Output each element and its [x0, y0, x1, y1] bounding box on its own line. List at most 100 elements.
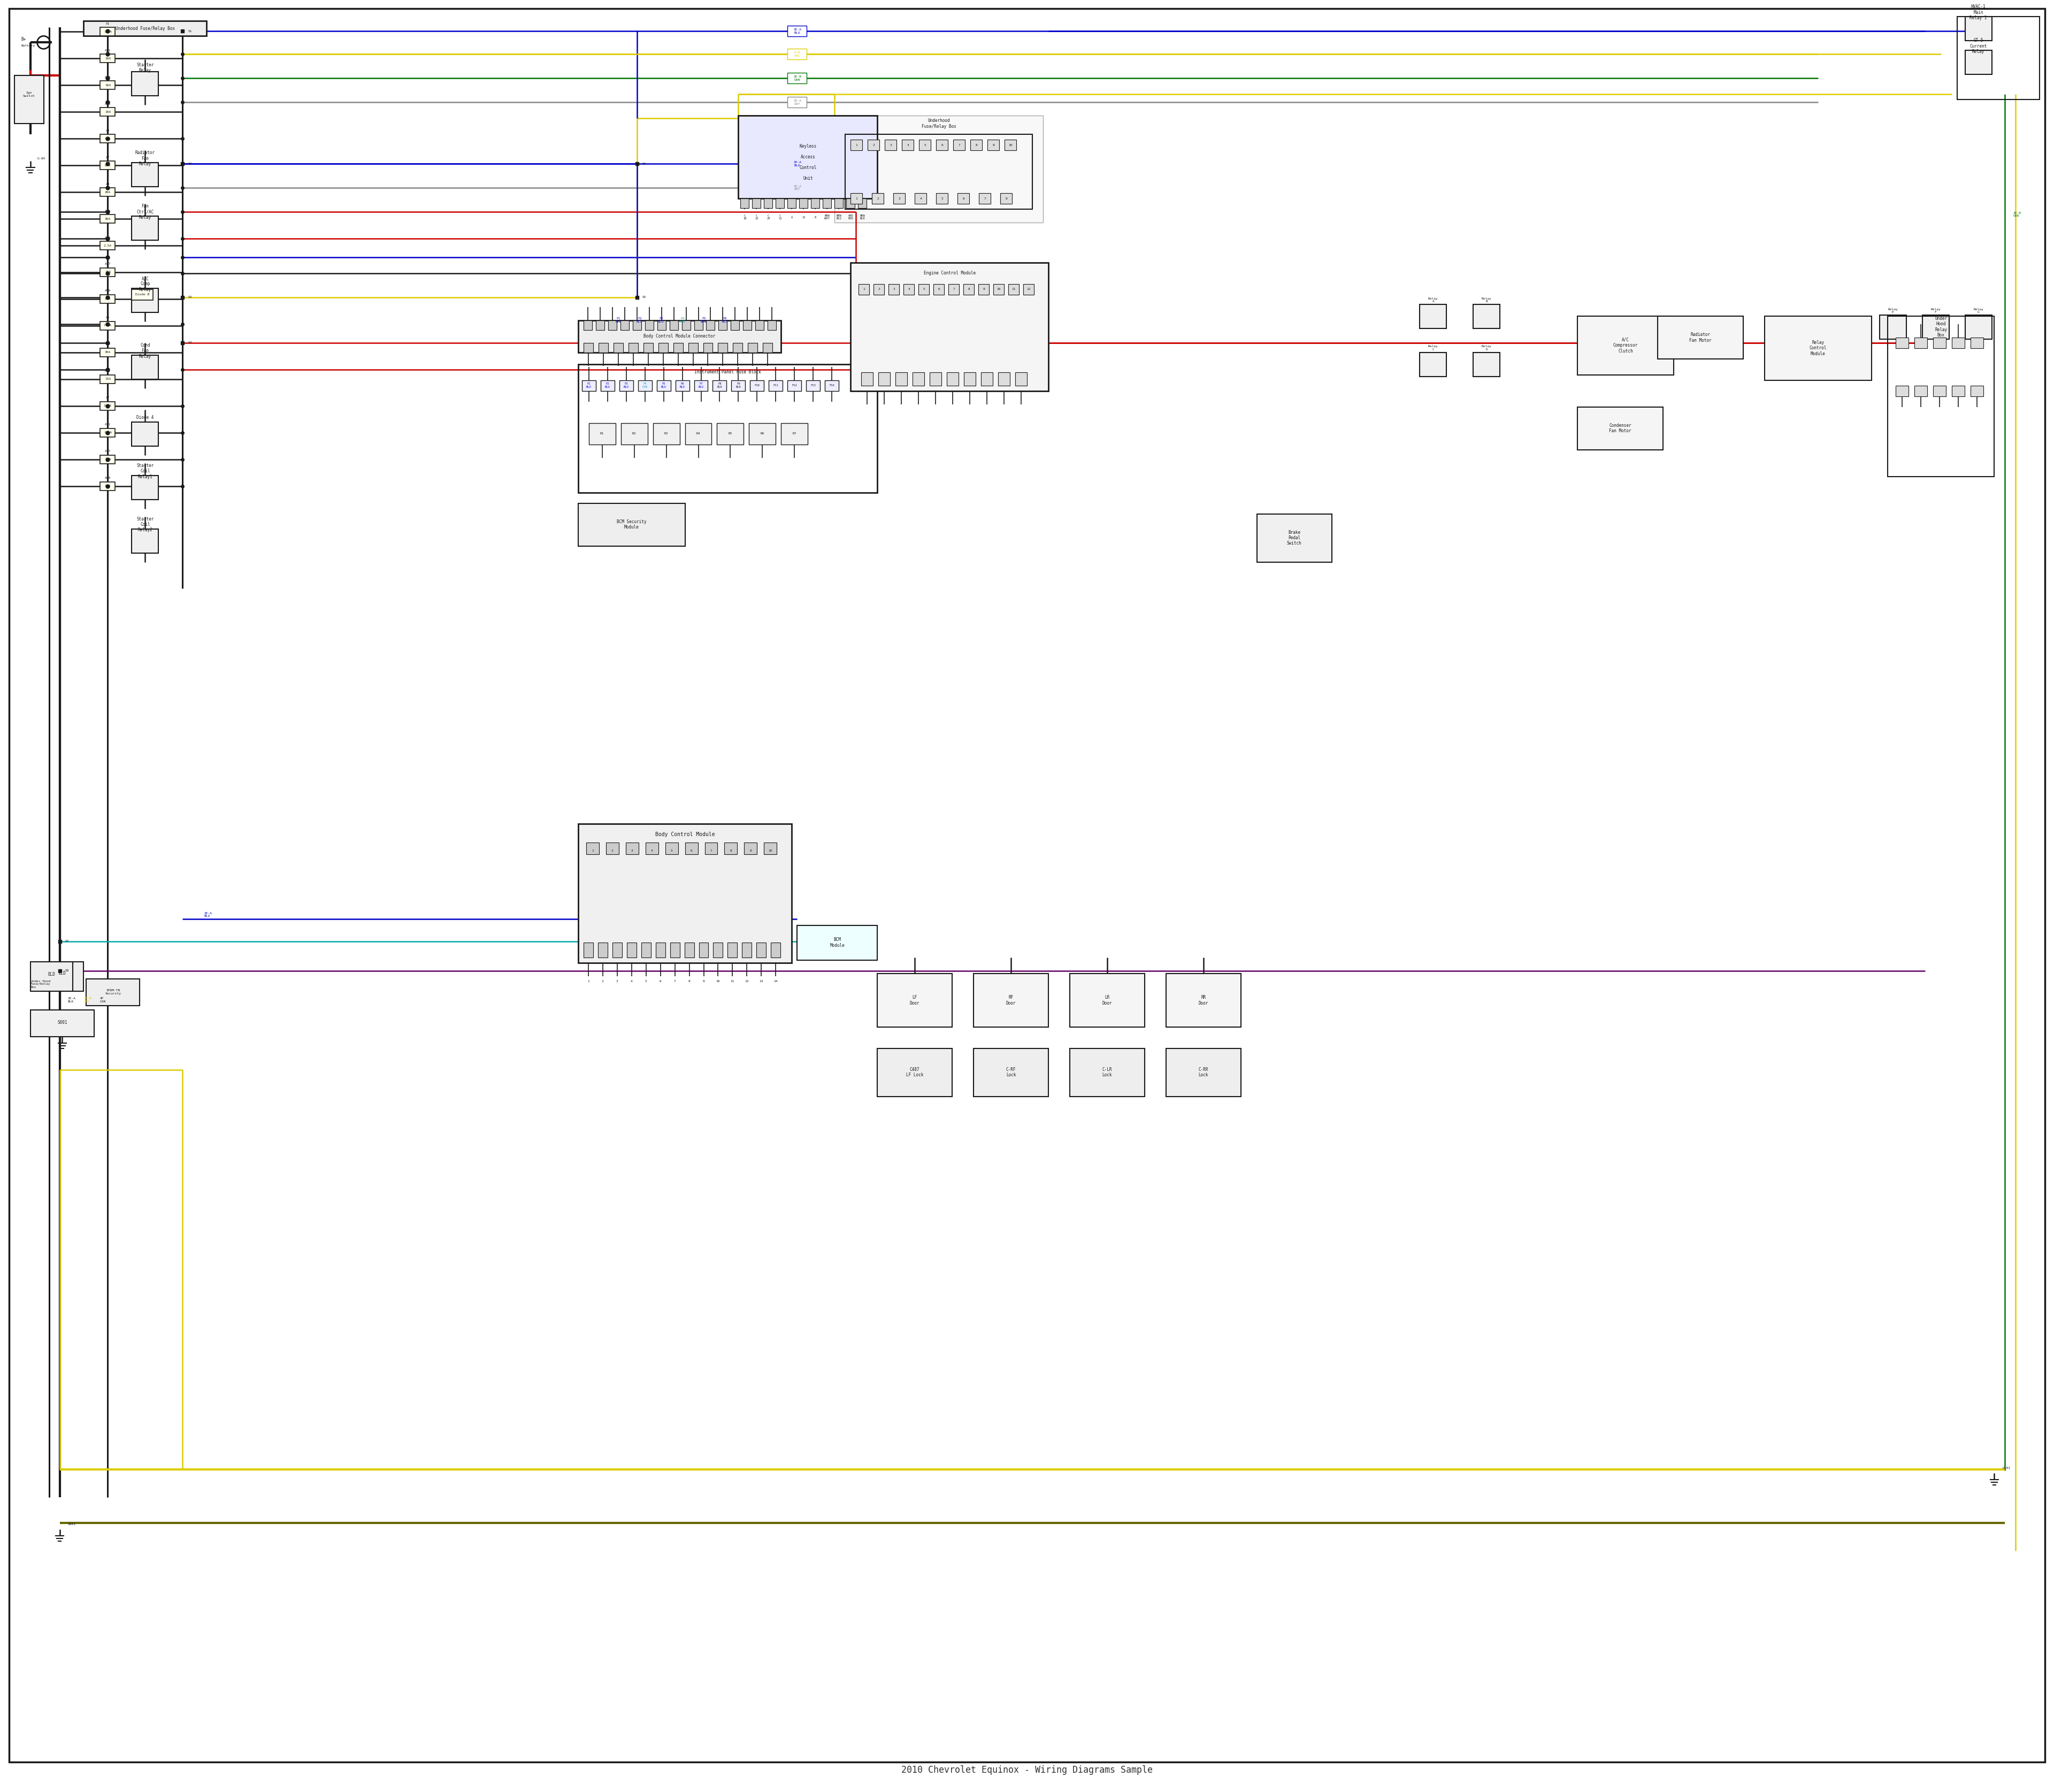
Text: S1: S1	[187, 30, 191, 32]
Bar	[101, 375, 115, 383]
Bar	[583, 943, 594, 957]
Text: Body Control Module Connector: Body Control Module Connector	[643, 333, 715, 339]
Text: 2.5A: 2.5A	[105, 244, 111, 247]
Bar	[748, 342, 758, 353]
Text: R7: R7	[793, 432, 797, 435]
Text: Body Control Module: Body Control Module	[655, 831, 715, 837]
Text: C-LR
Lock: C-LR Lock	[1103, 1068, 1111, 1077]
Bar	[859, 283, 869, 294]
Bar	[1257, 514, 1331, 563]
Bar	[918, 283, 928, 294]
Text: 7.5A: 7.5A	[105, 324, 111, 328]
Bar	[641, 943, 651, 957]
Text: R4: R4	[696, 432, 700, 435]
Bar	[846, 199, 854, 208]
Bar	[799, 199, 807, 208]
Bar	[1966, 16, 1992, 41]
Bar	[713, 380, 727, 391]
Text: Relay
Control
Module: Relay Control Module	[1810, 340, 1826, 357]
Bar	[727, 943, 737, 957]
Bar	[787, 48, 807, 59]
Bar	[787, 183, 807, 194]
Text: BRN
WHT: BRN WHT	[824, 215, 830, 220]
Bar	[719, 342, 727, 353]
Text: 120A: 120A	[105, 30, 111, 32]
Text: A49: A49	[105, 477, 111, 480]
Bar	[1914, 337, 1927, 348]
Bar	[1966, 50, 1992, 75]
Bar	[1577, 315, 1674, 375]
Bar	[963, 283, 974, 294]
Text: Starter
Relay: Starter Relay	[136, 63, 154, 73]
Text: RF
Door: RF Door	[1006, 995, 1017, 1005]
Bar	[655, 943, 665, 957]
Bar	[988, 140, 998, 151]
Text: S7: S7	[66, 941, 70, 943]
Text: 20A: 20A	[105, 297, 111, 301]
Bar	[889, 283, 900, 294]
Text: F3
BLU: F3 BLU	[657, 317, 663, 323]
Bar	[684, 423, 711, 444]
Text: 2010 Chevrolet Equinox - Wiring Diagrams Sample: 2010 Chevrolet Equinox - Wiring Diagrams…	[902, 1765, 1152, 1774]
Text: F1
BLU: F1 BLU	[614, 317, 620, 323]
Bar	[787, 199, 797, 208]
Bar	[998, 373, 1011, 385]
Text: Instrument Panel Fuse Block: Instrument Panel Fuse Block	[694, 369, 762, 375]
Bar	[101, 401, 115, 410]
Text: C487
LF Lock: C487 LF Lock	[906, 1068, 924, 1077]
Bar	[764, 199, 772, 208]
Bar	[725, 842, 737, 855]
Bar	[1167, 973, 1241, 1027]
Bar	[873, 194, 883, 204]
Bar	[731, 321, 739, 330]
Text: C
10: C 10	[744, 215, 746, 220]
Bar	[577, 364, 877, 493]
Text: A25: A25	[105, 237, 111, 238]
Text: A21: A21	[105, 48, 111, 52]
Bar	[101, 269, 115, 276]
Text: F6
BLU: F6 BLU	[680, 383, 684, 389]
Bar	[682, 321, 690, 330]
Text: IE-A
BLU: IE-A BLU	[793, 161, 801, 167]
Bar	[1957, 16, 2040, 100]
Text: A11: A11	[105, 369, 111, 373]
Text: 1.5A: 1.5A	[105, 432, 111, 434]
Text: 12: 12	[1027, 289, 1031, 290]
Bar	[670, 943, 680, 957]
Text: BCM
Module: BCM Module	[830, 937, 844, 948]
Bar	[768, 380, 783, 391]
Bar	[902, 140, 914, 151]
Bar	[1658, 315, 1744, 358]
Bar	[781, 423, 807, 444]
Bar	[131, 529, 158, 554]
Bar	[101, 161, 115, 170]
Text: A4: A4	[105, 342, 109, 346]
Bar	[41, 962, 84, 991]
Text: 12: 12	[746, 980, 750, 982]
Text: 10: 10	[717, 980, 721, 982]
Text: F12: F12	[793, 383, 797, 387]
Bar	[904, 283, 914, 294]
Bar	[86, 978, 140, 1005]
Text: S2: S2	[187, 163, 191, 165]
Text: Under
Hood
Relay
Box: Under Hood Relay Box	[1935, 315, 1947, 337]
Text: A46: A46	[105, 210, 111, 211]
Bar	[1966, 315, 1992, 339]
Bar	[834, 199, 842, 208]
Text: F8
BLK: F8 BLK	[717, 383, 723, 389]
Text: IE-B
YEL: IE-B YEL	[84, 998, 92, 1004]
Text: IE-A
BLU: IE-A BLU	[203, 912, 212, 918]
Text: BCM Security
Module: BCM Security Module	[616, 520, 647, 530]
Text: Fan
Ctrl/AC
Relay: Fan Ctrl/AC Relay	[136, 204, 154, 220]
Text: R2: R2	[633, 432, 637, 435]
Text: 20A: 20A	[105, 190, 111, 194]
Text: G-UH: G-UH	[37, 158, 45, 159]
Bar	[101, 215, 115, 222]
Bar	[1023, 283, 1033, 294]
Bar	[787, 97, 807, 108]
Bar	[953, 140, 965, 151]
Bar	[949, 283, 959, 294]
Bar	[645, 321, 653, 330]
Text: F5
BLU: F5 BLU	[700, 317, 707, 323]
Bar	[744, 842, 758, 855]
